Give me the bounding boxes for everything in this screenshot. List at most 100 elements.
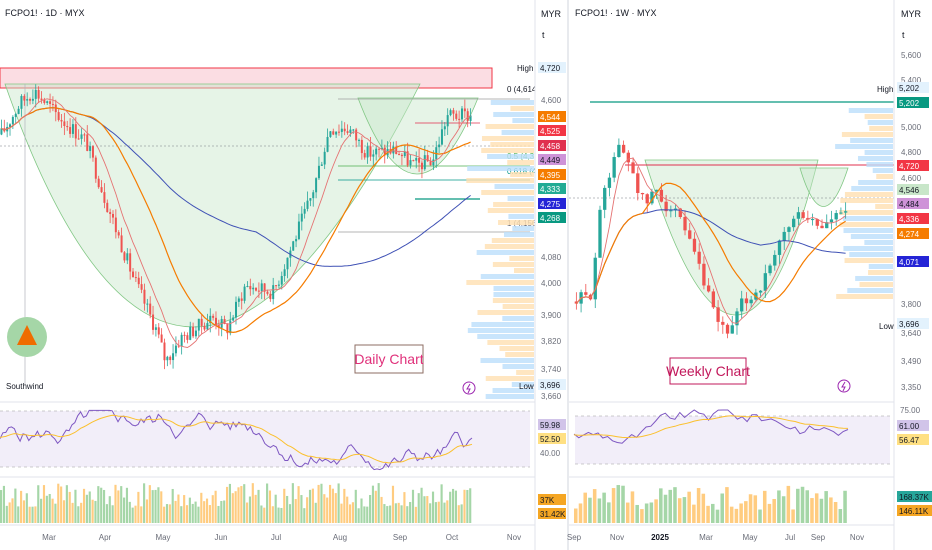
daily-candle-body [263,283,266,292]
daily-vol-tag-text: 31.42K [540,510,566,519]
weekly-vp-bin [864,114,893,119]
daily-vol-bar [323,494,326,523]
daily-vol-bar [62,500,66,523]
daily-vp-bin [510,172,534,177]
daily-candle-body [146,303,149,305]
daily-candle-body [418,158,421,163]
daily-candle-body [123,252,126,261]
weekly-candle-body [645,194,649,204]
daily-candle-body [200,318,203,326]
daily-vp-bin [485,376,534,381]
daily-low-label: Low [519,382,534,391]
daily-candle-body [140,284,143,290]
daily-vol-bar [366,506,369,523]
weekly-candle-body [725,324,730,334]
daily-vp-bin [511,382,534,387]
weekly-vol-bar [833,502,838,523]
weekly-currency: MYR [901,9,922,19]
weekly-tag: 3,696 [899,320,920,329]
weekly-tag: 4,274 [899,230,920,239]
weekly-vol-bar [781,496,786,523]
weekly-lightning-icon[interactable] [837,379,851,393]
daily-vol-bar [409,501,412,523]
daily-vp-bin [513,268,534,273]
daily-price-tick: 4,600 [541,96,562,105]
daily-candle-body [300,213,303,222]
daily-candle-body [114,217,117,233]
daily-vol-bar [223,500,226,523]
daily-vol-bar [346,496,349,523]
lightning-icon[interactable] [462,381,476,395]
daily-candle-body [189,326,192,340]
weekly-candle-body [843,211,848,213]
daily-rsi-tag [538,433,566,444]
daily-candle-body [214,317,217,326]
daily-candle-body [137,277,140,285]
weekly-rsi-tick: 75.00 [900,406,921,415]
daily-vol-bar [454,490,457,523]
daily-candle-body [74,124,77,139]
daily-vol-bar [446,500,449,523]
daily-vol-bar [111,505,114,523]
daily-candle-body [232,317,235,321]
daily-vol-bar [125,487,129,523]
daily-candle-body [257,290,260,292]
weekly-vp-bin [864,240,893,245]
daily-candle-body [260,283,263,292]
daily-candle-body [286,257,289,270]
weekly-rsi-tag [897,434,929,445]
daily-candle-body [432,159,435,166]
daily-vol-bar [417,493,420,523]
daily-candle-body [277,284,280,286]
daily-candle-body [469,115,472,121]
daily-vol-bar [203,501,206,523]
weekly-unit: t [902,30,905,40]
weekly-vp-bin [872,168,893,173]
weekly-candle-body [631,162,635,174]
daily-tag-bg [538,154,566,165]
daily-vp-bin [493,112,534,117]
weekly-rsi-line [573,409,849,444]
daily-vp-bin [492,262,534,267]
daily-vol-bar [271,506,274,523]
daily-candle-body [69,127,72,134]
daily-candle-body [466,111,469,121]
daily-vol-bar [97,486,100,523]
daily-vol-bar [131,507,134,523]
daily-candle-body [0,128,3,135]
weekly-candle-body [598,209,602,258]
daily-vp-bin [512,118,534,123]
daily-ma-short [1,98,471,348]
weekly-handle-shape [799,167,849,207]
daily-candle-body [132,271,135,278]
weekly-candle-body [636,173,640,193]
daily-candle-body [226,323,229,334]
daily-cup-shape [4,83,421,328]
daily-candle-body [180,334,183,347]
weekly-vol-bar [602,492,606,523]
daily-candle-body [455,113,458,119]
weekly-candle-body [617,144,621,158]
weekly-vol-bar [805,490,810,523]
weekly-candle-body [768,265,772,274]
weekly-candle-body [688,230,692,239]
weekly-candle-body [777,240,782,255]
weekly-x-tick: Jul [785,533,795,542]
daily-vol-bar [283,488,286,523]
weekly-vp-bin [840,198,893,203]
daily-candle-body [409,160,412,166]
daily-candle-body [149,303,152,315]
daily-candle-body [420,162,423,170]
daily-candle-body [183,334,186,336]
daily-candle-body [312,192,315,199]
daily-vol-bar [240,486,243,523]
weekly-candle-body [716,307,720,322]
daily-candle-body [355,129,358,141]
daily-candle-body [349,129,352,133]
daily-x-tick: Oct [446,533,459,542]
daily-candle-body [340,128,343,132]
daily-vol-bar [266,483,269,523]
weekly-x-tick: Sep [811,533,826,542]
daily-vol-bar [183,495,186,523]
daily-vol-bar [320,483,323,523]
